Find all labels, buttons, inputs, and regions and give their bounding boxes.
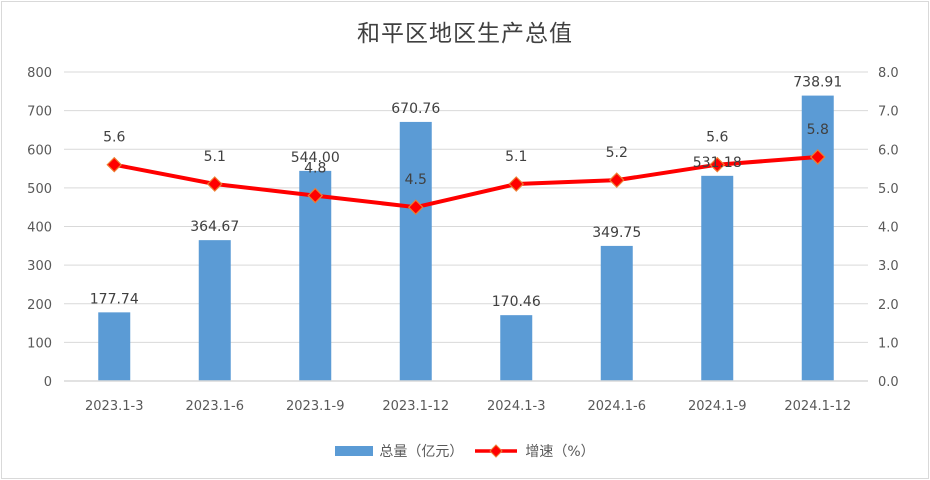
growth-value-label: 5.1	[204, 149, 226, 165]
x-tick: 2023.1-9	[286, 399, 344, 414]
growth-value-label: 5.8	[807, 122, 829, 138]
bar-value-label: 670.76	[391, 101, 440, 117]
legend-label-total: 总量（亿元）	[379, 444, 464, 460]
bar	[801, 95, 834, 382]
chart-title: 和平区地区生产总值	[357, 21, 573, 47]
legend: 总量（亿元） 增速（%）	[0, 441, 930, 461]
y-left-tick: 0	[44, 375, 52, 390]
bar	[701, 175, 734, 381]
bar	[299, 170, 332, 381]
bar-swatch-icon	[335, 446, 374, 456]
bar	[399, 121, 432, 382]
y-left-tick: 100	[27, 336, 52, 351]
growth-value-label: 4.5	[405, 172, 427, 188]
bar-value-label: 531.18	[693, 155, 742, 171]
growth-value-label: 5.6	[103, 130, 125, 146]
bar	[98, 312, 131, 381]
diamond-marker-icon	[709, 156, 726, 173]
y-right-tick: 6.0	[878, 143, 899, 158]
diamond-marker-icon	[106, 156, 123, 173]
y-left-tick: 700	[27, 105, 52, 120]
x-tick: 2023.1-3	[85, 399, 143, 414]
x-tick: 2024.1-9	[688, 399, 746, 414]
x-tick: 2023.1-6	[186, 399, 244, 414]
y-left-tick: 800	[27, 66, 52, 81]
bar-value-label: 177.74	[90, 291, 139, 307]
x-tick: 2024.1-3	[487, 399, 545, 414]
bar-value-label: 170.46	[492, 294, 541, 310]
growth-value-label: 5.1	[505, 149, 527, 165]
growth-line	[113, 154, 818, 210]
legend-item-growth: 增速（%）	[473, 441, 595, 461]
x-tick: 2024.1-12	[784, 399, 851, 414]
legend-item-total: 总量（亿元）	[335, 441, 463, 461]
bar	[600, 245, 633, 381]
line-diamond-swatch-icon	[475, 444, 518, 458]
y-left-tick: 400	[27, 221, 52, 236]
legend-label-growth: 增速（%）	[525, 444, 595, 460]
y-right-tick: 1.0	[878, 336, 899, 351]
y-left-tick: 200	[27, 298, 52, 313]
y-right-tick: 2.0	[878, 298, 899, 313]
y-left-tick: 600	[27, 143, 52, 158]
growth-value-label: 5.2	[606, 145, 628, 161]
y-left-tick: 500	[27, 182, 52, 197]
bar-value-label: 364.67	[190, 219, 239, 235]
bar	[500, 315, 533, 381]
diamond-marker-icon	[206, 176, 223, 192]
bar-value-label: 738.91	[793, 75, 842, 91]
y-right-tick: 5.0	[878, 182, 899, 197]
y-right-tick: 0.0	[878, 375, 899, 390]
y-right-tick: 3.0	[878, 259, 899, 274]
bar-value-label: 544.00	[291, 150, 340, 166]
bar	[198, 240, 231, 381]
diamond-marker-icon	[809, 149, 826, 165]
diamond-marker-icon	[307, 187, 324, 204]
diamond-marker-icon	[608, 172, 625, 188]
y-right-tick: 4.0	[878, 221, 899, 236]
x-tick: 2024.1-6	[588, 399, 646, 414]
y-right-tick: 8.0	[878, 66, 899, 81]
diamond-marker-icon	[508, 176, 525, 192]
bar-value-label: 349.75	[592, 225, 641, 241]
growth-value-label: 4.8	[304, 161, 326, 177]
growth-value-label: 5.6	[706, 130, 728, 146]
y-left-tick: 300	[27, 259, 52, 274]
y-right-tick: 7.0	[878, 105, 899, 120]
x-tick: 2023.1-12	[382, 399, 449, 414]
diamond-marker-icon	[407, 199, 424, 216]
